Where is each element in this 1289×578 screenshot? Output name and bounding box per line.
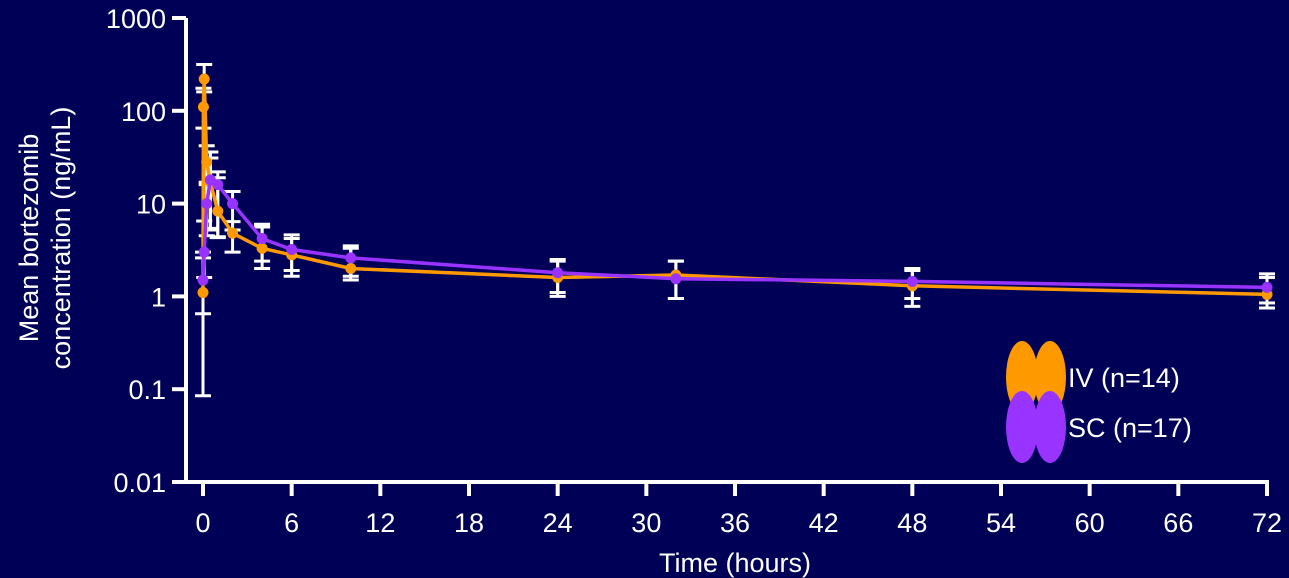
- data-point: [286, 244, 298, 256]
- data-point: [670, 273, 682, 285]
- legend-entry-iv: IV (n=14): [1006, 341, 1180, 413]
- data-point: [201, 156, 213, 168]
- data-point: [198, 246, 210, 258]
- y-tick-label: 1000: [106, 4, 166, 34]
- data-point: [345, 262, 357, 274]
- series-iv: [197, 73, 1273, 300]
- data-point: [212, 205, 224, 217]
- data-point: [198, 73, 210, 85]
- data-point: [197, 287, 209, 299]
- data-point: [1261, 281, 1273, 293]
- series-line: [201, 178, 1268, 290]
- data-point: [906, 275, 918, 287]
- x-axis-title: Time (hours): [659, 548, 811, 578]
- data-point: [197, 274, 209, 286]
- data-point: [345, 252, 357, 264]
- y-tick-label: 1: [151, 282, 166, 312]
- x-tick-label: 48: [897, 508, 927, 538]
- data-point: [256, 242, 268, 254]
- data-point: [212, 179, 224, 191]
- x-tick-label: 24: [543, 508, 573, 538]
- data-point: [552, 267, 564, 279]
- legend-label: SC (n=17): [1068, 413, 1192, 443]
- legend-entry-sc: SC (n=17): [1006, 391, 1192, 463]
- y-tick-label: 0.1: [128, 375, 166, 405]
- y-tick-label: 10: [136, 190, 166, 220]
- x-tick-label: 0: [195, 508, 210, 538]
- legend-swatch: [1034, 341, 1066, 413]
- legend-swatch: [1034, 391, 1066, 463]
- x-tick-label: 36: [720, 508, 750, 538]
- y-axis-title-line-1: Mean bortezomib: [14, 134, 44, 343]
- data-point: [201, 198, 213, 210]
- data-point: [256, 233, 268, 245]
- legend-label: IV (n=14): [1068, 363, 1180, 393]
- y-tick-label: 100: [121, 97, 166, 127]
- data-point: [227, 198, 239, 210]
- x-tick-label: 6: [284, 508, 299, 538]
- legend-swatch: [1006, 391, 1038, 463]
- y-tick-label: 0.01: [113, 468, 166, 498]
- x-tick-label: 42: [809, 508, 839, 538]
- x-tick-label: 66: [1163, 508, 1193, 538]
- series-line: [201, 77, 1268, 297]
- x-tick-label: 18: [454, 508, 484, 538]
- x-tick-label: 54: [986, 508, 1016, 538]
- data-point: [227, 227, 239, 239]
- data-point: [197, 101, 209, 113]
- legend: IV (n=14) SC (n=17): [1006, 341, 1192, 463]
- series-layer: [197, 73, 1273, 300]
- x-tick-label: 72: [1252, 508, 1282, 538]
- error-bars-layer: [195, 63, 1275, 398]
- legend-swatch: [1006, 341, 1038, 413]
- series-sc: [197, 174, 1273, 293]
- x-tick-label: 12: [365, 508, 395, 538]
- x-tick-label: 60: [1075, 508, 1105, 538]
- axes-layer: 0.01 0.1 1 10 100 1000 0 6 12 18 24 30 36 42 48 54 60 66 7…: [106, 4, 1282, 538]
- y-axis-title-line-2: concentration (ng/mL): [46, 107, 76, 370]
- x-tick-label: 30: [631, 508, 661, 538]
